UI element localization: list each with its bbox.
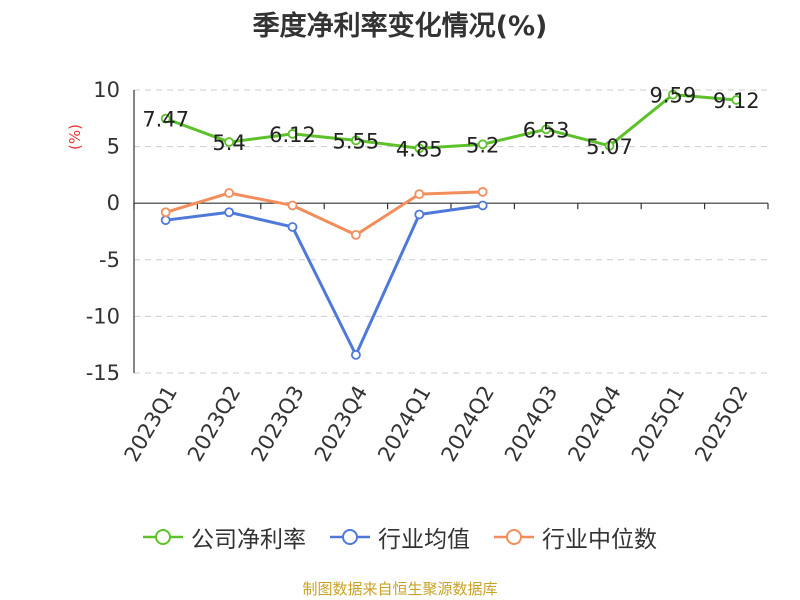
series-line-1 (165, 93, 737, 150)
legend-label-industry-mean: 行业均值 (378, 527, 470, 553)
data-label: 5.4 (212, 131, 245, 155)
legend-line-marker-icon (143, 529, 183, 545)
data-point (160, 215, 171, 226)
y-tick-label: -10 (86, 304, 120, 328)
series-line-2 (165, 203, 483, 357)
data-label: 9.59 (650, 84, 697, 108)
data-label: 7.47 (142, 108, 189, 132)
x-tick-label: 2024Q1 (373, 382, 435, 466)
data-point (160, 207, 171, 218)
data-label: 5.2 (466, 133, 499, 157)
x-tick-label: 2025Q1 (627, 382, 689, 466)
data-label: 5.07 (586, 135, 633, 159)
x-tick-label: 2024Q2 (437, 382, 499, 466)
data-point (224, 207, 235, 218)
data-label: 6.12 (269, 123, 316, 147)
data-source-note: 制图数据来自恒生聚源数据库 (302, 580, 498, 598)
data-point (224, 188, 235, 198)
data-label: 5.55 (333, 129, 380, 153)
data-point (414, 209, 425, 220)
data-label: 6.53 (523, 118, 570, 142)
x-tick-label: 2024Q3 (500, 382, 562, 466)
data-point (350, 135, 361, 146)
legend-line-marker-icon (330, 529, 370, 545)
legend: 公司净利率 行业均值 行业中位数 (0, 518, 800, 556)
data-point (541, 124, 551, 135)
chart-title: 季度净利率变化情况(%) (252, 11, 548, 42)
x-tick-label: 2024Q4 (563, 382, 625, 466)
data-point (477, 200, 488, 211)
data-point (287, 222, 298, 232)
data-point (160, 113, 171, 124)
legend-item-company[interactable]: 公司净利率 (143, 520, 306, 554)
x-tick-label: 2023Q2 (183, 382, 245, 466)
legend-label-company: 公司净利率 (191, 527, 306, 553)
x-tick-label: 2025Q2 (690, 382, 752, 466)
x-tick-label: 2023Q1 (120, 382, 182, 466)
y-tick-label: -5 (99, 248, 120, 272)
data-point (477, 186, 488, 197)
y-tick-label: 10 (93, 78, 120, 102)
y-tick-label: 5 (107, 135, 120, 159)
data-label: 9.12 (713, 89, 760, 113)
y-tick-label: -15 (86, 361, 120, 385)
data-point (224, 137, 235, 147)
series-line-3 (165, 190, 483, 237)
data-point (414, 143, 425, 154)
legend-label-industry-median: 行业中位数 (542, 527, 657, 553)
data-point (477, 139, 488, 150)
data-point (668, 89, 678, 100)
legend-item-industry-median[interactable]: 行业中位数 (494, 520, 657, 554)
x-tick-label: 2023Q4 (310, 382, 372, 466)
data-point (350, 349, 361, 360)
legend-line-marker-icon (494, 529, 534, 545)
data-point (604, 140, 615, 151)
data-label: 4.85 (396, 137, 443, 161)
data-point (287, 129, 298, 139)
legend-item-industry-mean[interactable]: 行业均值 (330, 520, 470, 554)
data-point (731, 95, 742, 105)
y-tick-label: 0 (107, 191, 120, 215)
data-point (287, 200, 298, 211)
data-point (414, 189, 425, 200)
x-tick-label: 2023Q3 (246, 382, 308, 466)
data-point (350, 229, 361, 240)
